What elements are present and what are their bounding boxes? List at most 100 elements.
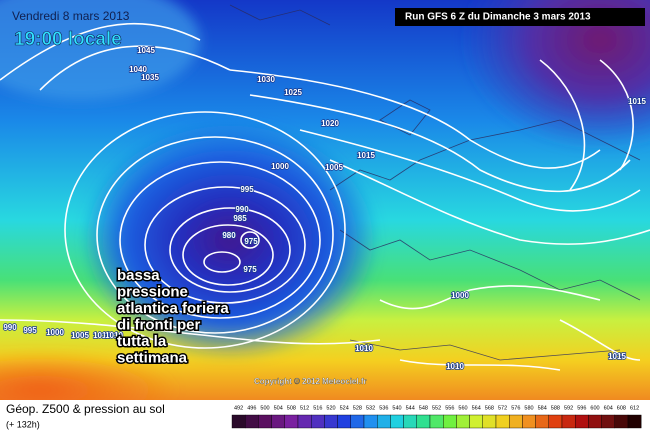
isobar-label: 975 [244,237,258,246]
annotation-line: bassa [117,267,160,284]
colorbar-label: 612 [630,405,639,411]
colorbar-cell [614,414,629,429]
colorbar-cell [244,414,259,429]
time: 19:00 locale [14,29,122,50]
colorbar-label: 572 [498,405,507,411]
colorbar-label: 504 [274,405,283,411]
colorbar-cell [377,414,391,429]
colorbar-cell [297,414,312,429]
colorbar-cell [509,414,523,429]
annotation-line: di fronti per [117,316,200,333]
isobar-label: 1045 [137,46,155,55]
isobar-label: 1035 [141,73,159,82]
colorbar-label: 516 [313,405,322,411]
isobar-label: 1015 [628,97,646,106]
isobar-label: 1010 [446,362,464,371]
footer-title: Géop. Z500 & pression au sol [6,402,165,416]
colorbar-label: 528 [353,405,362,411]
annotation-line: pressione [117,283,188,300]
colorbar-cell [350,414,365,429]
colorbar-cell [324,414,338,429]
colorbar-cell [363,414,378,429]
colorbar-label: 512 [300,405,309,411]
colorbar-label: 540 [392,405,401,411]
colorbar-cell [403,414,418,429]
colorbar-cell [390,414,404,429]
colorbar-label: 492 [234,405,243,411]
colorbar-label: 556 [445,405,454,411]
colorbar-cell [416,414,431,429]
run: Run GFS 6 Z du Dimanche 3 mars 2013 [405,12,591,23]
isobar-label: 995 [23,326,37,335]
isobar-label: 990 [3,323,17,332]
isobar-label: 1020 [321,119,339,128]
colorbar-label: 560 [458,405,467,411]
colorbar-label: 608 [617,405,626,411]
isobar-label: 980 [222,231,236,240]
isobar-label: 1000 [451,291,469,300]
colorbar-label: 500 [260,405,269,411]
colorbar-cell [271,414,286,429]
isobar-label: 1000 [46,328,64,337]
annotation-line: tutta la [117,333,167,350]
colorbar-label: 600 [590,405,599,411]
isobar-label: 1010 [93,331,111,340]
colorbar-label: 564 [472,405,481,411]
isobar-label: 1015 [608,352,626,361]
colorbar-label: 588 [551,405,560,411]
colorbar-label: 576 [511,405,520,411]
copyright: Copyright © 2012 Meteociel.fr [254,377,367,386]
colorbar-cell [231,414,246,429]
colorbar-cell [469,414,484,429]
isobar-label: 1015 [357,151,375,160]
colorbar-label: 524 [340,405,349,411]
colorbar-cell [311,414,325,429]
colorbar-label: 532 [366,405,375,411]
colorbar-label: 508 [287,405,296,411]
isobar-label: 975 [243,265,257,274]
colorbar-cell [548,414,563,429]
isobar-label: 1005 [325,163,343,172]
colorbar-cell [456,414,470,429]
colorbar-label: 596 [577,405,586,411]
colorbar-cell [522,414,536,429]
isobar-label: 1010 [105,331,123,340]
isobar-label: 995 [240,185,254,194]
isobar-label: 985 [233,214,247,223]
annotation-line: settimana [117,349,188,366]
colorbar-label: 592 [564,405,573,411]
colorbar-cell [601,414,615,429]
colorbar-cell [575,414,589,429]
annotation-line: atlantica foriera [117,300,229,317]
colorbar-cell [429,414,444,429]
run-box [395,8,645,26]
isobar-label: 1000 [271,162,289,171]
colorbar-label: 580 [524,405,533,411]
colorbar-cell [284,414,299,429]
colorbar-label: 584 [538,405,547,411]
colorbar-cell [561,414,576,429]
colorbar-cell [535,414,549,429]
colorbar-label: 604 [604,405,613,411]
colorbar-label: 548 [419,405,428,411]
isobar-label: 990 [235,205,249,214]
isobar-label: 1010 [355,344,373,353]
colorbar-label: 568 [485,405,494,411]
colorbar-cell [482,414,497,429]
date: Vendredi 8 mars 2013 [12,9,130,23]
colorbar-label: 536 [379,405,388,411]
isobar-label: 1040 [129,65,147,74]
footer-lead: (+ 132h) [6,419,40,429]
colorbar-cell [258,414,272,429]
isobars [0,22,650,371]
colorbar-cell [443,414,457,429]
colorbar-label: 520 [326,405,335,411]
colorbar-cell [337,414,352,429]
isobar-label: 1025 [284,88,302,97]
colorbar-cell [627,414,642,429]
colorbar-cell [495,414,510,429]
colorbar-label: 552 [432,405,441,411]
colorbar-label: 496 [247,405,256,411]
colorbar-cell [588,414,602,429]
